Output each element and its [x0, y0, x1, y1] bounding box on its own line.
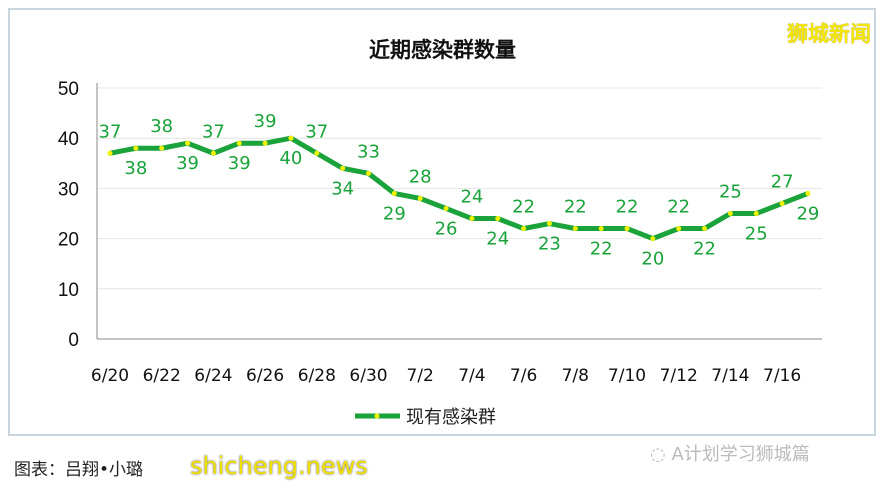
data-label: 25	[745, 224, 768, 245]
x-tick-label: 6/20	[91, 366, 129, 386]
legend-marker	[374, 413, 380, 419]
data-label: 28	[409, 166, 432, 187]
data-point	[495, 216, 501, 222]
x-tick-label: 7/10	[608, 366, 646, 386]
data-label: 22	[564, 197, 587, 218]
data-point	[546, 221, 552, 227]
data-point	[598, 226, 604, 232]
x-tick-label: 6/22	[143, 366, 181, 386]
y-tick-label: 0	[68, 330, 79, 351]
data-point	[340, 165, 346, 171]
data-point	[779, 200, 785, 206]
data-label: 22	[590, 239, 613, 260]
data-point	[366, 170, 371, 176]
data-label: 29	[383, 203, 406, 224]
data-label: 33	[357, 141, 380, 162]
data-point	[159, 145, 165, 151]
account-watermark: ◌ A计划学习狮城篇	[650, 444, 810, 465]
data-label: 23	[538, 234, 561, 255]
data-label: 38	[150, 116, 173, 137]
data-label: 40	[279, 148, 302, 169]
y-tick-label: 50	[58, 79, 79, 100]
x-tick-label: 6/28	[298, 366, 336, 386]
data-point	[469, 216, 475, 222]
data-label: 24	[460, 187, 483, 208]
data-label: 37	[202, 121, 225, 142]
data-point	[210, 150, 216, 156]
x-tick-label: 7/6	[510, 366, 537, 386]
data-label: 27	[771, 171, 794, 192]
data-point	[805, 190, 811, 196]
data-label: 22	[616, 197, 639, 218]
y-tick-label: 10	[58, 280, 79, 301]
data-label: 22	[667, 197, 690, 218]
data-point	[727, 211, 733, 216]
chart-frame	[8, 8, 876, 436]
chart-title: 近期感染群数量	[369, 38, 516, 62]
data-label: 34	[331, 178, 354, 199]
x-tick-label: 7/4	[458, 366, 485, 386]
data-label: 38	[124, 158, 147, 179]
data-point	[185, 140, 191, 146]
x-tick-label: 6/26	[246, 366, 284, 386]
data-point	[676, 226, 682, 232]
data-point	[236, 140, 242, 146]
data-label: 39	[254, 111, 277, 132]
data-point	[107, 150, 113, 156]
data-label: 22	[693, 239, 716, 260]
data-label: 24	[486, 229, 509, 250]
data-label: 37	[305, 121, 328, 142]
data-label: 26	[435, 218, 458, 239]
data-label: 29	[796, 203, 819, 224]
x-tick-label: 7/8	[562, 366, 589, 386]
data-point	[133, 145, 139, 151]
x-tick-label: 7/14	[711, 366, 749, 386]
credit: 图表：吕翔•小璐	[14, 460, 144, 480]
data-point	[753, 211, 759, 216]
data-label: 37	[99, 121, 122, 142]
series-line	[109, 135, 809, 242]
data-point	[702, 226, 708, 232]
y-tick-label: 40	[58, 129, 79, 150]
x-tick-label: 6/24	[194, 366, 232, 386]
data-point	[391, 190, 397, 196]
x-tick-label: 7/12	[660, 366, 698, 386]
data-point	[443, 205, 449, 211]
data-label: 20	[641, 249, 664, 270]
data-label: 25	[719, 182, 742, 203]
data-point	[624, 226, 630, 232]
data-point	[572, 226, 578, 232]
legend-label: 现有感染群	[406, 407, 496, 428]
data-point	[314, 150, 320, 156]
x-tick-label: 7/2	[407, 366, 434, 386]
account-name: A计划学习狮城篇	[671, 444, 810, 465]
data-point	[288, 135, 294, 141]
data-point	[650, 236, 656, 242]
y-tick-label: 30	[58, 179, 79, 200]
y-tick-label: 20	[58, 230, 79, 251]
data-point	[417, 195, 423, 201]
x-tick-label: 6/30	[349, 366, 387, 386]
site-watermark: shicheng.news	[190, 452, 368, 480]
data-point	[262, 140, 268, 146]
x-tick-label: 7/16	[763, 366, 801, 386]
data-label: 39	[228, 153, 251, 174]
data-label: 22	[512, 197, 535, 218]
data-point	[521, 226, 527, 232]
data-label: 39	[176, 153, 199, 174]
watermark: 狮城新闻	[787, 22, 871, 46]
